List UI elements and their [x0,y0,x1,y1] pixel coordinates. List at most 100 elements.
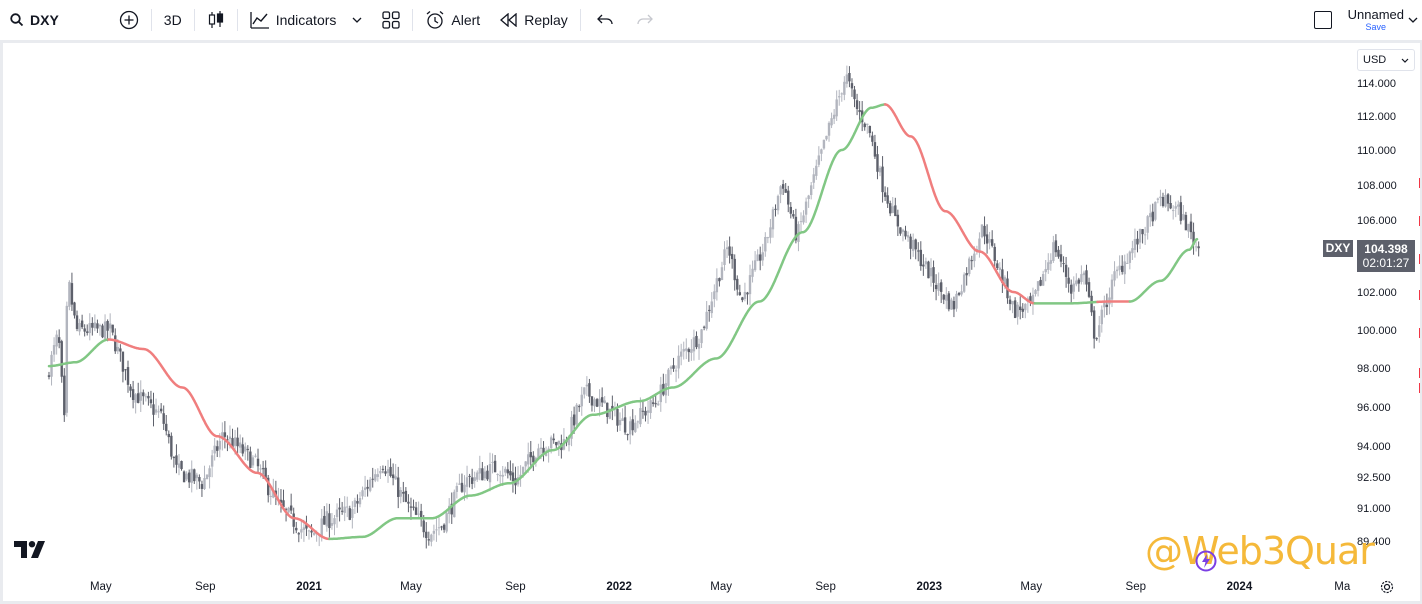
moving-average-rising [328,103,887,541]
candle-body [600,397,604,403]
candle-body [455,486,459,492]
candle-body [391,474,395,479]
candle-body [585,384,589,387]
candle-body [1103,302,1106,308]
candle-body [142,392,145,397]
redo-button[interactable] [627,0,663,40]
time-axis-label: 2024 [1227,581,1253,593]
candle-body [557,440,561,445]
candle-body [1143,234,1147,236]
candle-body [144,396,148,398]
candle-body [213,445,216,454]
candle-body [702,326,706,328]
bar-countdown: 02:01:27 [1362,256,1410,270]
candle-body [708,309,711,311]
candle-body [697,343,701,349]
candle-body [962,274,966,292]
candle-body [524,461,527,467]
candle-body [817,155,821,165]
layout-name-button[interactable]: Unnamed Save [1348,8,1404,32]
candle-body [320,518,323,538]
candle-body [876,154,879,172]
time-axis-label: May [1020,581,1042,593]
candle-body [233,437,237,446]
candle-body [152,404,155,415]
candle-body [496,474,499,476]
candle-body [437,527,441,529]
toolbar-right-group: Unnamed Save [1313,0,1422,40]
candle-body [988,239,991,243]
toolbar-divider [579,9,581,31]
candle-body [771,209,775,230]
layouts-button[interactable] [372,0,410,40]
save-link[interactable]: Save [1365,22,1387,32]
interval-button[interactable]: 3D [154,0,192,40]
candle-body [713,291,716,300]
candle-body [1054,240,1058,253]
candle-body [595,399,599,407]
candle-body [73,302,76,316]
candle-body [901,229,905,232]
candle-body [300,529,303,533]
candle-body [832,114,836,119]
fullscreen-toggle[interactable] [1313,11,1332,29]
candle-body [802,215,805,223]
candle-body [804,201,808,215]
candle-body [692,337,696,352]
candle-body [312,532,316,535]
replay-button[interactable]: Replay [490,0,578,40]
candle-body [1082,272,1086,276]
candle-body [715,278,719,293]
candle-body [580,394,583,407]
watermark-text: @Web3Quar [1145,529,1375,573]
candle-body [1156,198,1160,200]
candle-body [685,348,688,351]
candle-body [236,437,239,447]
candle-body [636,421,640,423]
candle-body [348,508,351,520]
candle-body [667,369,670,386]
price-axis-label: 92.500 [1357,472,1391,484]
candle-body [351,508,354,518]
alert-button[interactable]: Alert [415,0,490,40]
symbol-search-button[interactable]: DXY [0,0,69,40]
indicators-button[interactable]: Indicators [240,0,373,40]
candle-body [440,526,443,528]
candle-body [137,393,140,403]
currency-label: USD [1363,54,1387,66]
candle-body [960,291,963,295]
candle-body [720,267,724,281]
candle-body [481,468,484,481]
candle-body [748,275,752,295]
candle-body [167,433,170,438]
chevron-down-icon[interactable] [1408,17,1418,23]
candle-body [947,293,951,310]
alert-label: Alert [451,12,481,28]
candle-body [618,419,622,426]
candle-body [626,434,629,436]
tradingview-logo-icon[interactable] [14,541,46,558]
chart-type-button[interactable] [197,0,235,40]
candle-body [493,460,497,473]
candle-body [366,486,369,489]
candle-body [1021,308,1024,312]
candle-body [1077,279,1081,284]
candle-body [478,468,481,474]
price-chart[interactable]: 114.000112.000110.000108.000106.000104.0… [3,43,1420,601]
candle-body [284,509,288,511]
compare-symbol-button[interactable] [109,0,149,40]
candle-body [710,301,713,314]
candle-body [990,239,994,246]
candle-body [157,411,160,413]
candle-body [952,300,956,310]
candle-body [973,253,976,262]
moving-average-falling [107,338,331,541]
candle-body [417,513,420,515]
currency-select[interactable]: USD [1357,49,1415,71]
candle-body [279,499,283,503]
gear-icon[interactable] [1379,579,1395,595]
undo-button[interactable] [583,0,627,40]
candle-body [488,464,492,483]
candle-body [1159,196,1162,199]
indicators-icon [250,12,269,29]
